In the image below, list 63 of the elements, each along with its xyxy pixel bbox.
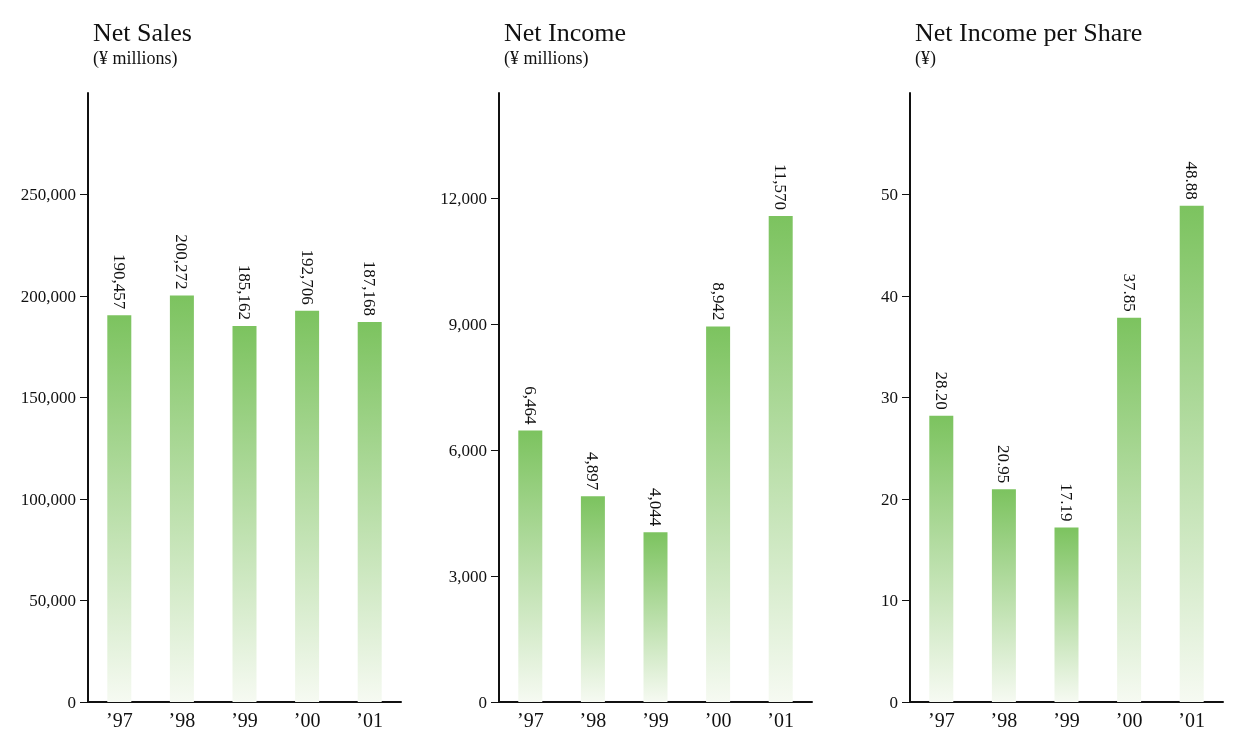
y-tick-label: 40 [881, 286, 898, 306]
x-tick-label: ’99 [642, 709, 669, 731]
data-label: 4,044 [646, 487, 665, 527]
x-tick-label: ’00 [704, 709, 732, 731]
x-tick-label: ’00 [1115, 709, 1143, 731]
y-tick-label: 150,000 [20, 388, 76, 407]
data-label: 185,162 [235, 264, 254, 321]
x-tick-label: ’99 [1053, 709, 1080, 731]
chart-subtitle: (¥ millions) [93, 48, 178, 69]
bar [518, 430, 543, 702]
y-tick-label: 50 [881, 185, 898, 204]
y-tick-label: 20 [881, 489, 898, 509]
data-label: 11,570 [771, 163, 791, 211]
x-tick-label: ’97 [516, 709, 544, 731]
y-tick-label: 3,000 [448, 566, 487, 586]
bar [1179, 205, 1204, 702]
data-label: 190,457 [109, 254, 129, 310]
x-tick-label: ’98 [168, 709, 196, 731]
data-label: 4,897 [583, 452, 603, 491]
chart-title: Net Income per Share [915, 17, 1143, 47]
x-tick-label: ’99 [231, 709, 258, 731]
y-tick-label: 30 [881, 388, 898, 407]
data-label: 200,272 [172, 234, 192, 290]
bar [1117, 317, 1142, 702]
x-tick-label: ’01 [767, 709, 795, 731]
y-tick-label: 10 [881, 591, 898, 610]
data-label: 28.20 [931, 371, 951, 410]
bar [929, 415, 954, 702]
data-label: 37.85 [1119, 273, 1139, 312]
x-tick-label: ’01 [1178, 709, 1206, 731]
chart-title: Net Income [504, 17, 627, 47]
chart-title: Net Sales [93, 17, 192, 47]
data-label: 20.95 [994, 445, 1014, 484]
y-tick-label: 0 [889, 692, 898, 712]
data-label: 192,706 [297, 249, 317, 305]
x-tick-label: ’01 [356, 709, 384, 731]
x-tick-label: ’00 [293, 709, 321, 731]
y-tick-label: 0 [67, 692, 76, 712]
data-label: 187,168 [360, 260, 380, 317]
bar [768, 216, 793, 702]
x-tick-label: ’98 [990, 709, 1018, 731]
bar [991, 489, 1016, 702]
chart-subtitle: (¥) [915, 48, 936, 69]
bar [1054, 527, 1079, 702]
y-tick-label: 0 [478, 692, 487, 712]
bar [706, 326, 731, 702]
data-label: 48.88 [1182, 161, 1202, 200]
chart-subtitle: (¥ millions) [504, 48, 589, 69]
bar [580, 496, 605, 702]
data-label: 8,942 [708, 282, 728, 321]
y-tick-label: 9,000 [448, 314, 487, 334]
data-label: 17.19 [1057, 483, 1076, 522]
x-tick-label: ’98 [579, 709, 607, 731]
y-tick-label: 6,000 [448, 440, 487, 460]
y-tick-label: 100,000 [20, 489, 76, 509]
y-tick-label: 250,000 [20, 185, 76, 204]
x-tick-label: ’97 [927, 709, 955, 731]
bar [643, 532, 668, 702]
y-tick-label: 50,000 [29, 591, 76, 610]
y-tick-label: 200,000 [20, 286, 76, 306]
y-tick-label: 12,000 [440, 188, 487, 208]
data-label: 6,464 [520, 386, 540, 426]
x-tick-label: ’97 [105, 709, 133, 731]
